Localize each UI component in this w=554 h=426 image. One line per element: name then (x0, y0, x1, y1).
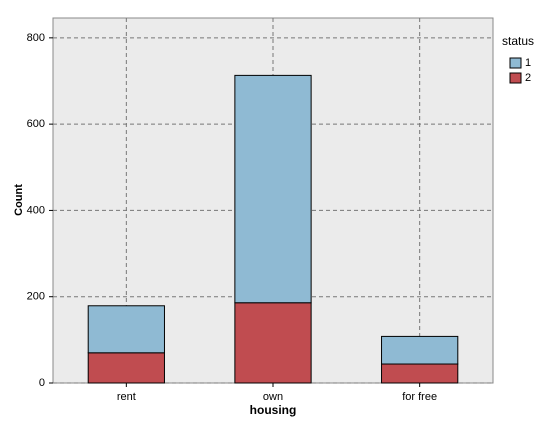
y-tick-label: 0 (39, 377, 45, 389)
legend-label: 2 (525, 72, 531, 84)
x-tick-label: rent (117, 391, 136, 403)
bar-segment (381, 363, 459, 384)
bar-segment (381, 335, 459, 365)
x-tick-label: for free (402, 391, 437, 403)
legend-label: 1 (525, 57, 531, 69)
legend-title: status (502, 34, 534, 48)
y-tick-label: 200 (27, 291, 45, 303)
bar-segment (234, 74, 312, 304)
bar-segment (87, 305, 165, 354)
legend-swatch (509, 72, 522, 84)
bar-segment (234, 302, 312, 384)
y-tick-label: 800 (27, 32, 45, 44)
bar-segment (87, 352, 165, 384)
y-axis-label: Count (13, 184, 25, 216)
x-axis-label: housing (250, 403, 297, 417)
y-tick-label: 600 (27, 118, 45, 130)
legend-swatch (509, 57, 522, 69)
y-tick-label: 400 (27, 204, 45, 216)
x-tick-label: own (263, 391, 283, 403)
